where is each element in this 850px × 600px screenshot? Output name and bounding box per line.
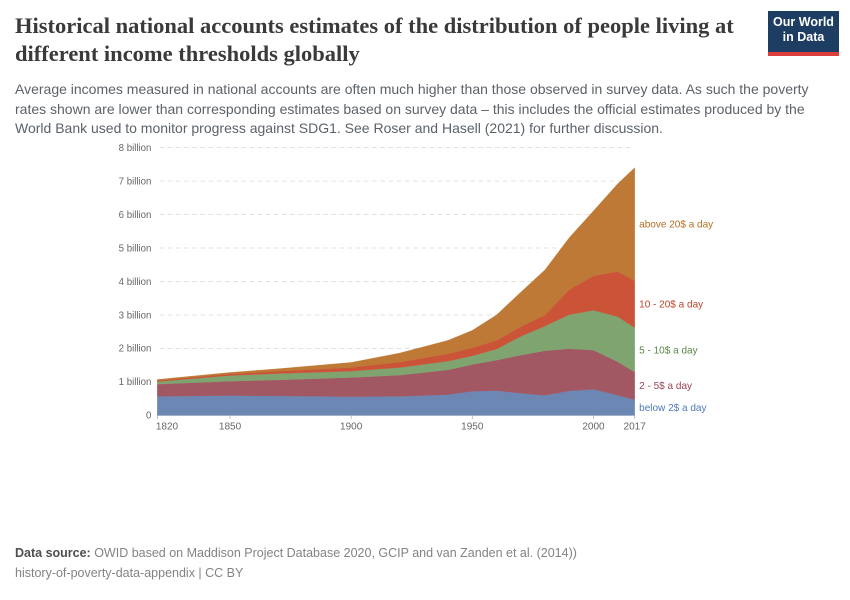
y-tick-label: 1 billion	[119, 377, 152, 388]
x-tick-label: 2017	[624, 421, 647, 432]
y-tick-label: 6 billion	[119, 210, 152, 221]
stacked-area-chart[interactable]: 0 1 billion 2 billion 3 billion 4 billion 5 b…	[0, 138, 850, 538]
owid-logo-line1: Our World	[773, 15, 834, 29]
legend-label-above-20-dollars[interactable]: above 20$ a day	[639, 220, 713, 231]
chart-footer: Data source: OWID based on Maddison Proj…	[15, 543, 577, 583]
legend-label-5-10-dollars[interactable]: 5 - 10$ a day	[639, 345, 697, 356]
y-tick-label: 5 billion	[119, 243, 152, 254]
x-tick-label: 1850	[219, 421, 242, 432]
license-label[interactable]: CC BY	[205, 566, 244, 580]
x-tick-label: 1820	[156, 421, 179, 432]
data-source-line: Data source: OWID based on Maddison Proj…	[15, 543, 577, 563]
owid-logo-line2: in Data	[782, 30, 825, 44]
y-tick-label: 2 billion	[119, 344, 152, 355]
area-above-20-dollars[interactable]	[157, 167, 635, 381]
appendix-line: history-of-poverty-data-appendix | CC BY	[15, 563, 577, 583]
legend-label-below-2-dollars[interactable]: below 2$ a day	[639, 403, 706, 414]
y-tick-label: 3 billion	[119, 310, 152, 321]
appendix-link[interactable]: history-of-poverty-data-appendix	[15, 566, 195, 580]
x-tick-label: 2000	[582, 421, 605, 432]
y-tick-label: 0	[146, 411, 151, 422]
owid-logo[interactable]: Our World in Data	[768, 11, 839, 56]
y-tick-label: 7 billion	[119, 176, 152, 187]
y-tick-label: 4 billion	[119, 277, 152, 288]
chart-subtitle: Average incomes measured in national acc…	[15, 81, 809, 136]
legend-label-2-5-dollars[interactable]: 2 - 5$ a day	[639, 381, 692, 392]
footer-separator: |	[194, 566, 206, 580]
legend-label-10-20-dollars[interactable]: 10 - 20$ a day	[639, 300, 703, 311]
x-tick-label: 1950	[461, 421, 484, 432]
page-title: Historical national accounts estimates o…	[15, 13, 734, 66]
y-tick-label: 8 billion	[119, 143, 152, 154]
data-source-text: OWID based on Maddison Project Database …	[90, 546, 577, 560]
data-source-label: Data source:	[15, 546, 91, 560]
x-tick-label: 1900	[340, 421, 363, 432]
